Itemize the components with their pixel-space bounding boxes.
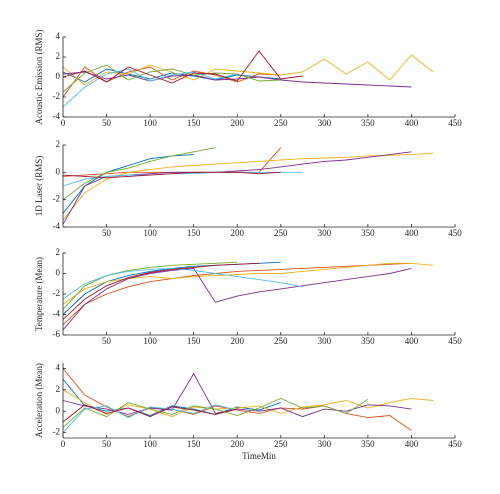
y-tick-label: -4 <box>53 221 61 231</box>
data-line <box>62 71 412 88</box>
x-tick-label: 400 <box>405 228 419 238</box>
y-tick-label: 0 <box>56 405 61 415</box>
x-tick-label: 200 <box>230 439 244 449</box>
data-line <box>62 66 281 98</box>
x-tick-label: 400 <box>405 439 419 449</box>
x-tick-label: 0 <box>61 439 66 449</box>
data-line <box>62 152 434 221</box>
y-tick-label: 0 <box>56 166 61 176</box>
y-axis-label: Temperature (Mean) <box>34 257 44 331</box>
data-line <box>62 171 303 187</box>
x-tick-label: 250 <box>274 439 288 449</box>
x-tick-label: 150 <box>187 439 201 449</box>
y-tick-label: -6 <box>53 329 61 339</box>
x-tick-label: 450 <box>448 228 462 238</box>
y-axis-label: Acceleration (Mean) <box>34 363 44 438</box>
x-tick-label: 50 <box>102 336 112 346</box>
y-axis-label: 1D Laser (RMS) <box>34 156 44 217</box>
x-tick-label: 350 <box>361 336 375 346</box>
data-line <box>62 368 412 431</box>
data-line <box>62 147 216 201</box>
data-line <box>62 267 412 331</box>
y-tick-label: 2 <box>56 384 61 394</box>
data-line <box>62 64 281 93</box>
x-tick-label: 150 <box>187 118 201 128</box>
y-tick-label: -4 <box>53 309 61 319</box>
data-line <box>62 262 434 305</box>
x-tick-label: 200 <box>230 118 244 128</box>
x-tick-label: 350 <box>361 118 375 128</box>
x-tick-label: 100 <box>143 228 157 238</box>
data-line <box>62 262 260 320</box>
x-tick-label: 450 <box>448 118 462 128</box>
x-tick-label: 0 <box>61 118 66 128</box>
x-tick-label: 50 <box>102 439 112 449</box>
y-axis-label: Acoustic Emission (RMS) <box>34 29 44 124</box>
x-tick-label: 50 <box>102 118 112 128</box>
x-tick-label: 250 <box>274 228 288 238</box>
x-tick-label: 300 <box>318 228 332 238</box>
x-tick-label: 450 <box>448 439 462 449</box>
x-tick-label: 300 <box>318 336 332 346</box>
x-tick-label: 250 <box>274 118 288 128</box>
y-tick-label: 4 <box>56 31 61 41</box>
y-tick-label: 0 <box>56 268 61 278</box>
x-tick-label: 300 <box>318 439 332 449</box>
x-tick-label: 200 <box>230 228 244 238</box>
y-tick-label: -2 <box>53 288 61 298</box>
y-tick-label: -2 <box>53 91 61 101</box>
data-line <box>62 68 238 108</box>
x-tick-label: 350 <box>361 228 375 238</box>
data-line <box>62 261 238 310</box>
x-tick-label: 100 <box>143 118 157 128</box>
x-tick-label: 400 <box>405 118 419 128</box>
data-line <box>62 404 238 423</box>
x-axis-label: TimeMin <box>242 451 276 461</box>
y-tick-label: 2 <box>56 247 61 257</box>
data-line <box>62 262 412 326</box>
x-tick-label: 150 <box>187 228 201 238</box>
x-tick-label: 100 <box>143 336 157 346</box>
data-line <box>62 154 194 214</box>
y-tick-label: -2 <box>53 194 61 204</box>
x-tick-label: 250 <box>274 336 288 346</box>
x-tick-label: 200 <box>230 336 244 346</box>
y-tick-label: 0 <box>56 71 61 81</box>
data-line <box>62 50 303 84</box>
data-line <box>62 68 281 83</box>
data-line <box>62 378 281 416</box>
x-tick-label: 100 <box>143 439 157 449</box>
x-tick-label: 150 <box>187 336 201 346</box>
y-tick-label: 2 <box>56 51 61 61</box>
y-tick-label: -2 <box>53 427 61 437</box>
data-line <box>62 54 434 86</box>
x-tick-label: 300 <box>318 118 332 128</box>
data-line <box>62 389 434 418</box>
data-line <box>62 267 303 300</box>
data-line <box>62 171 281 179</box>
y-tick-label: 4 <box>56 362 61 372</box>
y-tick-label: 2 <box>56 139 61 149</box>
x-tick-label: 50 <box>102 228 112 238</box>
y-tick-label: -4 <box>53 111 61 121</box>
x-tick-label: 350 <box>361 439 375 449</box>
x-tick-label: 400 <box>405 336 419 346</box>
x-tick-label: 450 <box>448 336 462 346</box>
